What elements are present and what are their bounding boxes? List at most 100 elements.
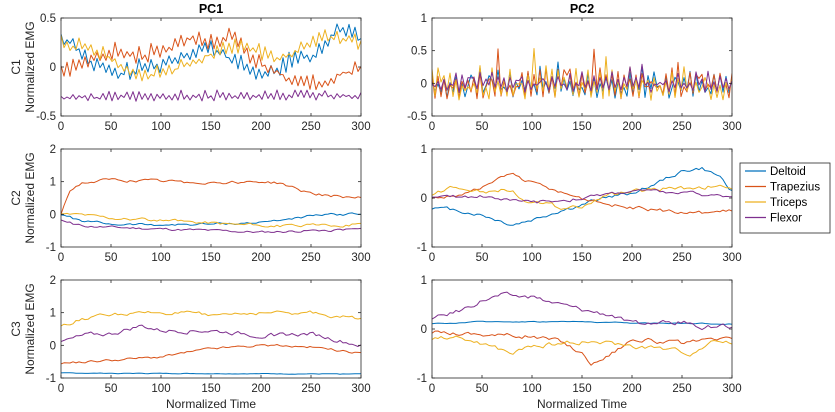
- x-tick-label: 250: [672, 383, 691, 395]
- legend-label-flexor: Flexor: [770, 213, 802, 225]
- x-tick-label: 150: [572, 252, 591, 264]
- x-tick-label: 250: [301, 121, 320, 133]
- x-tick-label: 200: [251, 121, 270, 133]
- x-tick-label: 50: [105, 383, 118, 395]
- series-line-deltoid: [432, 167, 732, 226]
- x-tick-label: 200: [622, 121, 641, 133]
- series-line-triceps: [432, 184, 732, 210]
- x-tick-label: 150: [201, 252, 220, 264]
- x-tick-label: 250: [672, 121, 691, 133]
- y-tick-label: 1: [50, 177, 56, 189]
- x-tick-label: 50: [105, 121, 118, 133]
- y-tick-label: 2: [50, 275, 56, 287]
- x-tick-label: 50: [476, 252, 489, 264]
- axes-box: [431, 17, 733, 117]
- x-tick-label: 0: [429, 252, 435, 264]
- legend-label-trapezius: Trapezius: [770, 182, 820, 194]
- x-tick-label: 50: [476, 383, 489, 395]
- series-line-flexor: [432, 189, 732, 204]
- x-tick-label: 300: [351, 121, 370, 133]
- y-tick-label: -0.5: [407, 111, 427, 123]
- y-tick-label: 1: [421, 13, 427, 25]
- axes-box: [431, 279, 733, 379]
- series-line-flexor: [61, 324, 361, 347]
- x-tick-label: 0: [429, 121, 435, 133]
- series-line-flexor: [432, 291, 732, 331]
- y-tick-label: 0.5: [411, 46, 427, 58]
- y-axis-label: Normalized EMG: [23, 21, 37, 112]
- y-tick-label: 0: [421, 78, 427, 90]
- x-tick-label: 150: [572, 383, 591, 395]
- x-tick-label: 300: [351, 383, 370, 395]
- x-tick-label: 150: [201, 121, 220, 133]
- series-line-trapezius: [61, 344, 361, 365]
- series-line-deltoid: [61, 212, 361, 226]
- y-tick-label: -1: [417, 373, 427, 385]
- x-tick-label: 200: [622, 383, 641, 395]
- x-tick-label: 200: [251, 383, 270, 395]
- y-tick-label: 2: [50, 144, 56, 156]
- series-line-triceps: [61, 310, 361, 327]
- y-tick-label: 0.5: [40, 13, 56, 25]
- x-tick-label: 250: [672, 252, 691, 264]
- series-line-triceps: [432, 48, 732, 101]
- axes-box: [60, 17, 362, 117]
- x-tick-label: 200: [251, 252, 270, 264]
- x-tick-label: 50: [476, 121, 489, 133]
- column-title: PC1: [199, 2, 223, 16]
- column-title: PC2: [570, 2, 594, 16]
- x-axis-label: Normalized Time: [537, 397, 627, 411]
- x-tick-label: 100: [522, 252, 541, 264]
- row-label: C2: [9, 190, 23, 206]
- row-label: C3: [9, 321, 23, 337]
- y-tick-label: 0: [50, 340, 56, 352]
- series-line-deltoid: [61, 372, 361, 375]
- y-tick-label: 0: [50, 62, 56, 74]
- series-line-trapezius: [61, 27, 361, 91]
- x-axis-label: Normalized Time: [166, 397, 256, 411]
- x-tick-label: 300: [722, 252, 741, 264]
- y-tick-label: -0.5: [36, 111, 56, 123]
- panel-r1-c1: 0 50 100 150 200 250 300-0.500.5C1 Normalized E…: [9, 2, 371, 133]
- y-tick-label: 0: [421, 193, 427, 205]
- x-tick-label: 100: [151, 383, 170, 395]
- y-tick-label: -1: [46, 373, 56, 385]
- series-line-flexor: [61, 219, 361, 233]
- x-tick-label: 300: [722, 121, 741, 133]
- panel-r2-c2: 0 50 100 150 200 250 300-101: [417, 144, 742, 264]
- legend: Deltoid Trapezius Triceps Flexor: [739, 162, 831, 234]
- x-tick-label: 0: [58, 383, 64, 395]
- x-tick-label: 0: [58, 252, 64, 264]
- series-line-flexor: [432, 63, 732, 93]
- axes-box: [60, 148, 362, 248]
- axes-box: [60, 279, 362, 379]
- x-tick-label: 250: [301, 252, 320, 264]
- series-line-trapezius: [61, 178, 361, 215]
- y-tick-label: -1: [417, 242, 427, 254]
- y-tick-label: 1: [421, 275, 427, 287]
- series-line-triceps: [61, 212, 361, 228]
- series-line-triceps: [61, 29, 361, 82]
- series-line-triceps: [432, 335, 732, 357]
- x-tick-label: 300: [722, 383, 741, 395]
- x-tick-label: 100: [151, 252, 170, 264]
- y-axis-label: Normalized EMG: [23, 152, 37, 243]
- x-tick-label: 200: [622, 252, 641, 264]
- legend-label-deltoid: Deltoid: [770, 166, 806, 178]
- y-tick-label: -1: [46, 242, 56, 254]
- series-line-deltoid: [432, 320, 732, 325]
- x-tick-label: 0: [429, 383, 435, 395]
- y-tick-label: 1: [50, 308, 56, 320]
- legend-label-triceps: Triceps: [770, 197, 808, 209]
- x-tick-label: 50: [105, 252, 118, 264]
- row-label: C1: [9, 59, 23, 75]
- x-tick-label: 250: [301, 383, 320, 395]
- x-tick-label: 100: [522, 383, 541, 395]
- y-tick-label: 0: [421, 324, 427, 336]
- x-tick-label: 100: [522, 121, 541, 133]
